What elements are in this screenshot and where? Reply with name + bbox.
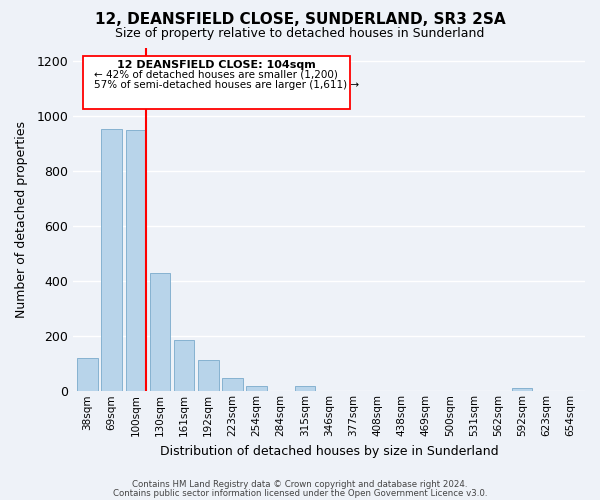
Bar xyxy=(125,130,146,392)
X-axis label: Distribution of detached houses by size in Sunderland: Distribution of detached houses by size … xyxy=(160,444,499,458)
Text: ← 42% of detached houses are smaller (1,200): ← 42% of detached houses are smaller (1,… xyxy=(94,70,337,80)
Text: 12 DEANSFIELD CLOSE: 104sqm: 12 DEANSFIELD CLOSE: 104sqm xyxy=(117,60,316,70)
Bar xyxy=(101,128,122,392)
Y-axis label: Number of detached properties: Number of detached properties xyxy=(15,121,28,318)
Text: Size of property relative to detached houses in Sunderland: Size of property relative to detached ho… xyxy=(115,28,485,40)
Text: Contains HM Land Registry data © Crown copyright and database right 2024.: Contains HM Land Registry data © Crown c… xyxy=(132,480,468,489)
FancyBboxPatch shape xyxy=(83,56,350,110)
Text: 57% of semi-detached houses are larger (1,611) →: 57% of semi-detached houses are larger (… xyxy=(94,80,359,90)
Bar xyxy=(295,386,315,392)
Bar xyxy=(512,388,532,392)
Bar xyxy=(198,360,218,392)
Bar xyxy=(150,273,170,392)
Bar xyxy=(77,358,98,392)
Bar xyxy=(174,340,194,392)
Bar xyxy=(247,386,267,392)
Text: 12, DEANSFIELD CLOSE, SUNDERLAND, SR3 2SA: 12, DEANSFIELD CLOSE, SUNDERLAND, SR3 2S… xyxy=(95,12,505,28)
Bar xyxy=(222,378,243,392)
Text: Contains public sector information licensed under the Open Government Licence v3: Contains public sector information licen… xyxy=(113,489,487,498)
